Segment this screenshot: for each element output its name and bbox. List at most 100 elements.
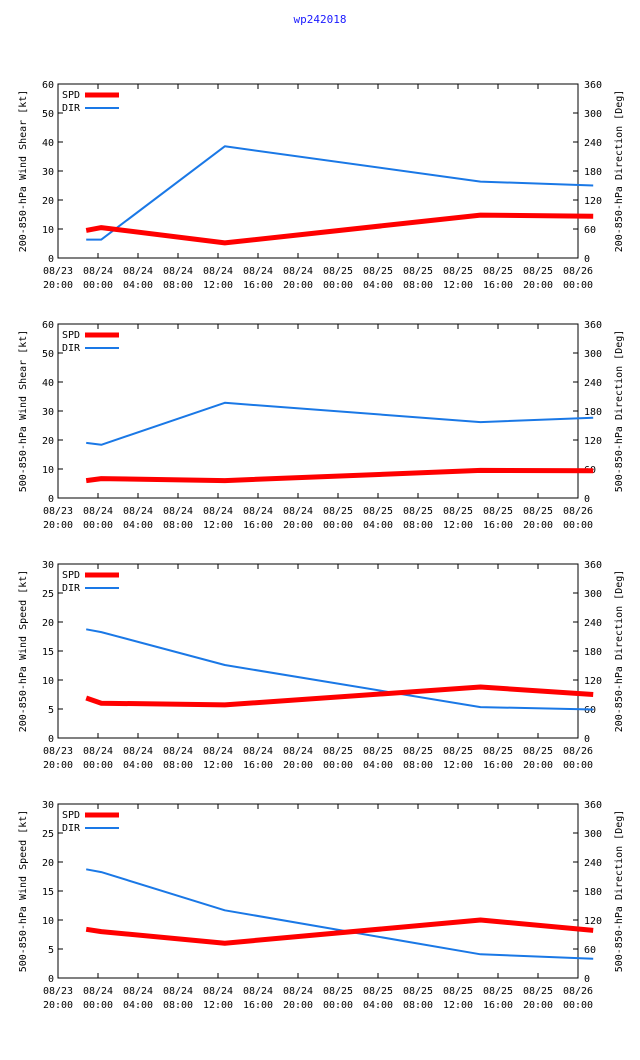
y2-tick-label: 360 — [584, 560, 602, 571]
x-tick-label-date: 08/24 — [83, 266, 113, 277]
x-tick-label-date: 08/24 — [123, 986, 153, 997]
x-tick-label-date: 08/24 — [123, 746, 153, 757]
x-tick-label-date: 08/24 — [163, 986, 193, 997]
y2-tick-label: 360 — [584, 320, 602, 331]
y-tick-label: 40 — [42, 378, 54, 389]
plot-frame — [57, 803, 579, 979]
x-tick-label-time: 20:00 — [283, 520, 313, 531]
x-tick-label-date: 08/24 — [123, 506, 153, 517]
y2-tick-label: 0 — [584, 494, 590, 505]
y2-tick-label: 300 — [584, 589, 602, 600]
x-tick-label-date: 08/24 — [243, 506, 273, 517]
y-tick-label: 40 — [42, 138, 54, 149]
x-tick-label-date: 08/24 — [203, 746, 233, 757]
x-tick-label-date: 08/25 — [403, 266, 433, 277]
y-tick-label: 10 — [42, 465, 54, 476]
x-tick-label-time: 00:00 — [323, 280, 353, 291]
legend-label-spd: SPD — [62, 810, 80, 821]
x-tick-label-time: 04:00 — [123, 280, 153, 291]
x-tick-label-time: 00:00 — [563, 520, 593, 531]
y-tick-label: 60 — [42, 320, 54, 331]
x-tick-label-time: 12:00 — [443, 280, 473, 291]
x-tick-label-date: 08/24 — [163, 266, 193, 277]
x-tick-label-date: 08/25 — [483, 506, 513, 517]
x-tick-label-time: 00:00 — [323, 1000, 353, 1011]
x-tick-label-date: 08/25 — [443, 746, 473, 757]
legend-label-spd: SPD — [62, 570, 80, 581]
x-tick-label-time: 16:00 — [243, 520, 273, 531]
x-tick-label-date: 08/26 — [563, 986, 593, 997]
y2-tick-label: 300 — [584, 109, 602, 120]
x-tick-label-time: 00:00 — [83, 280, 113, 291]
y2-tick-label: 120 — [584, 436, 602, 447]
x-tick-label-date: 08/25 — [323, 986, 353, 997]
x-tick-label-time: 16:00 — [243, 280, 273, 291]
y2-tick-label: 180 — [584, 647, 602, 658]
x-tick-label-date: 08/24 — [203, 266, 233, 277]
x-tick-label-time: 20:00 — [283, 1000, 313, 1011]
x-tick-label-time: 20:00 — [43, 760, 73, 771]
x-tick-label-date: 08/25 — [363, 506, 393, 517]
x-tick-label-date: 08/26 — [563, 266, 593, 277]
y2-axis-label: 500-850-hPa Direction [Deg] — [614, 810, 625, 973]
y-tick-label: 20 — [42, 858, 54, 869]
x-tick-label-time: 00:00 — [83, 760, 113, 771]
y2-tick-label: 240 — [584, 618, 602, 629]
x-tick-label-date: 08/25 — [403, 746, 433, 757]
y2-tick-label: 240 — [584, 138, 602, 149]
y2-tick-label: 180 — [584, 167, 602, 178]
x-tick-label-time: 00:00 — [563, 1000, 593, 1011]
chart-3: 05101520253006012018024030036008/2320:00… — [18, 560, 625, 771]
y-tick-label: 10 — [42, 916, 54, 927]
legend-label-dir: DIR — [62, 583, 81, 594]
legend-label-spd: SPD — [62, 330, 80, 341]
y2-axis-label: 200-850-hPa Direction [Deg] — [614, 570, 625, 733]
x-tick-label-date: 08/25 — [523, 746, 553, 757]
y2-tick-label: 360 — [584, 80, 602, 91]
x-tick-label-time: 04:00 — [123, 520, 153, 531]
page-title: wp242018 — [293, 13, 347, 26]
x-tick-label-time: 00:00 — [83, 520, 113, 531]
x-tick-label-date: 08/24 — [243, 746, 273, 757]
x-tick-label-time: 00:00 — [83, 1000, 113, 1011]
dir-series-line — [86, 401, 594, 446]
x-tick-label-time: 08:00 — [163, 1000, 193, 1011]
y-axis-label: 200-850-hPa Wind Speed [kt] — [18, 570, 29, 733]
y2-tick-label: 60 — [584, 945, 596, 956]
x-tick-label-date: 08/25 — [323, 746, 353, 757]
x-tick-label-time: 12:00 — [443, 520, 473, 531]
x-tick-label-date: 08/24 — [163, 746, 193, 757]
x-tick-label-date: 08/25 — [443, 986, 473, 997]
x-tick-label-time: 04:00 — [123, 1000, 153, 1011]
x-tick-label-time: 00:00 — [323, 760, 353, 771]
x-tick-label-time: 16:00 — [483, 520, 513, 531]
x-tick-label-date: 08/25 — [363, 746, 393, 757]
y-tick-label: 15 — [42, 647, 54, 658]
y2-tick-label: 120 — [584, 676, 602, 687]
y2-tick-label: 360 — [584, 800, 602, 811]
y2-axis-label: 500-850-hPa Direction [Deg] — [614, 330, 625, 493]
y-tick-label: 0 — [48, 254, 54, 265]
x-tick-label-time: 04:00 — [363, 760, 393, 771]
y-tick-label: 30 — [42, 560, 54, 571]
legend-label-spd: SPD — [62, 90, 80, 101]
x-tick-label-date: 08/23 — [43, 506, 73, 517]
x-tick-label-date: 08/25 — [403, 986, 433, 997]
x-tick-label-time: 08:00 — [163, 760, 193, 771]
x-tick-label-date: 08/25 — [483, 986, 513, 997]
x-tick-label-date: 08/25 — [443, 266, 473, 277]
chart-1: 0 10 20 30 40 50 60 0 60 120 180 240 300 360 08/23 20:0… — [18, 80, 625, 291]
x-tick-label-date: 08/25 — [483, 746, 513, 757]
x-tick-label-time: 20:00 — [43, 280, 73, 291]
y2-tick-label: 180 — [584, 407, 602, 418]
y-axis-label: 500-850-hPa Wind Shear [kt] — [18, 330, 29, 493]
dir-series-line — [86, 868, 594, 960]
x-tick-label-date: 08/24 — [203, 986, 233, 997]
x-tick-label-date: 08/26 — [563, 746, 593, 757]
x-tick-label-date: 08/25 — [443, 506, 473, 517]
y2-tick-label: 0 — [584, 974, 590, 985]
x-tick-label-date: 08/25 — [363, 986, 393, 997]
x-tick-label-time: 20:00 — [283, 280, 313, 291]
y2-tick-label: 60 — [584, 225, 596, 236]
legend-label-dir: DIR — [62, 103, 81, 114]
